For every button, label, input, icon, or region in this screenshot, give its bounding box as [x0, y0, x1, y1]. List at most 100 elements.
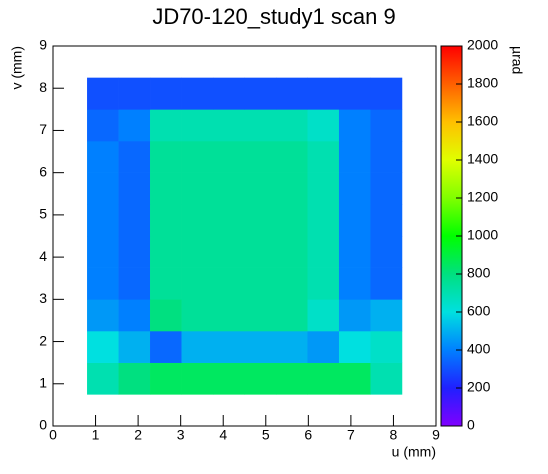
heat-cell	[87, 299, 119, 332]
colorbar-tick-label: 1200	[467, 189, 498, 205]
x-tick-label: 0	[49, 427, 57, 443]
heat-cell	[338, 362, 371, 395]
heat-cell	[118, 299, 151, 332]
heat-cell	[118, 362, 151, 395]
heat-cell	[338, 141, 371, 173]
heat-cell	[181, 141, 214, 173]
heat-cell	[181, 77, 214, 110]
heat-cell	[150, 267, 182, 300]
x-tick-label: 6	[304, 427, 312, 443]
heat-cell	[275, 267, 308, 300]
chart-title: JD70-120_study1 scan 9	[152, 4, 395, 29]
heat-cell	[213, 236, 245, 268]
heat-cell	[150, 172, 182, 205]
heat-cell	[118, 172, 151, 205]
heat-cell	[338, 267, 371, 300]
x-tick-label: 9	[432, 427, 440, 443]
y-tick-label: 8	[39, 79, 47, 95]
colorbar-tick-label: 2000	[467, 37, 498, 53]
colorbar-tick-label: 800	[467, 265, 491, 281]
colorbar-tick-label: 0	[467, 417, 475, 433]
heat-cell	[370, 362, 403, 395]
heat-cell	[244, 109, 277, 142]
heat-cell	[370, 204, 403, 237]
colorbar-tick-label: 1000	[467, 227, 498, 243]
heat-cell	[213, 77, 245, 110]
heat-cell	[213, 204, 245, 237]
heat-cell	[150, 77, 182, 110]
x-tick-label: 1	[92, 427, 100, 443]
heat-cell	[150, 109, 182, 142]
heat-cell	[307, 331, 340, 363]
heat-cell	[87, 172, 119, 205]
heat-cell	[275, 172, 308, 205]
heat-cell	[87, 267, 119, 300]
y-tick-label: 3	[39, 290, 47, 306]
x-tick-label: 8	[390, 427, 398, 443]
heat-cell	[87, 204, 119, 237]
heat-cell	[370, 331, 403, 363]
heat-cell	[370, 236, 403, 268]
heat-cell	[118, 236, 151, 268]
heat-cell	[181, 267, 214, 300]
heat-cell	[118, 331, 151, 363]
heat-cell	[338, 331, 371, 363]
y-tick-label: 0	[39, 417, 47, 433]
x-tick-label: 5	[262, 427, 270, 443]
heat-cell	[150, 362, 182, 395]
y-tick-label: 5	[39, 206, 47, 222]
heat-cell	[370, 172, 403, 205]
x-tick-label: 2	[134, 427, 142, 443]
x-tick-label: 3	[177, 427, 185, 443]
y-tick-label: 9	[39, 37, 47, 53]
heat-cell	[213, 362, 245, 395]
heat-cell	[181, 204, 214, 237]
heat-cell	[244, 236, 277, 268]
heat-cell	[213, 109, 245, 142]
colorbar-tick-label: 600	[467, 303, 491, 319]
y-tick-label: 1	[39, 374, 47, 390]
heat-cell	[307, 109, 340, 142]
heat-cell	[213, 141, 245, 173]
y-tick-label: 4	[39, 248, 47, 264]
y-axis-label: v (mm)	[9, 46, 25, 90]
heat-cell	[338, 204, 371, 237]
heat-cell	[150, 204, 182, 237]
heat-cell	[244, 331, 277, 363]
heat-cell	[275, 141, 308, 173]
heat-cell	[307, 299, 340, 332]
heat-cell	[275, 109, 308, 142]
heat-cell	[181, 172, 214, 205]
heat-cell	[244, 267, 277, 300]
heat-cell	[244, 362, 277, 395]
heat-cell	[275, 299, 308, 332]
heat-cell	[87, 77, 119, 110]
heat-cell	[244, 204, 277, 237]
colorbar-tick-label: 1600	[467, 113, 498, 129]
y-tick-label: 6	[39, 163, 47, 179]
heat-cell	[87, 236, 119, 268]
colorbar-label: µrad	[509, 46, 525, 74]
heat-cell	[87, 362, 119, 395]
heat-cell	[370, 109, 403, 142]
heat-cell	[244, 141, 277, 173]
heat-cell	[370, 267, 403, 300]
heat-cell	[275, 77, 308, 110]
heat-cell	[150, 331, 182, 363]
x-tick-label: 4	[219, 427, 227, 443]
heat-cell	[370, 77, 403, 110]
heat-cell	[338, 236, 371, 268]
heat-cell	[338, 299, 371, 332]
y-tick-label: 2	[39, 332, 47, 348]
heat-cell	[87, 141, 119, 173]
heat-cell	[118, 141, 151, 173]
heat-cell	[275, 236, 308, 268]
heat-cell	[307, 172, 340, 205]
heat-cell	[275, 331, 308, 363]
heat-cell	[370, 299, 403, 332]
heat-cell	[338, 77, 371, 110]
heat-cell	[213, 172, 245, 205]
heat-cell	[244, 172, 277, 205]
heat-cell	[307, 204, 340, 237]
